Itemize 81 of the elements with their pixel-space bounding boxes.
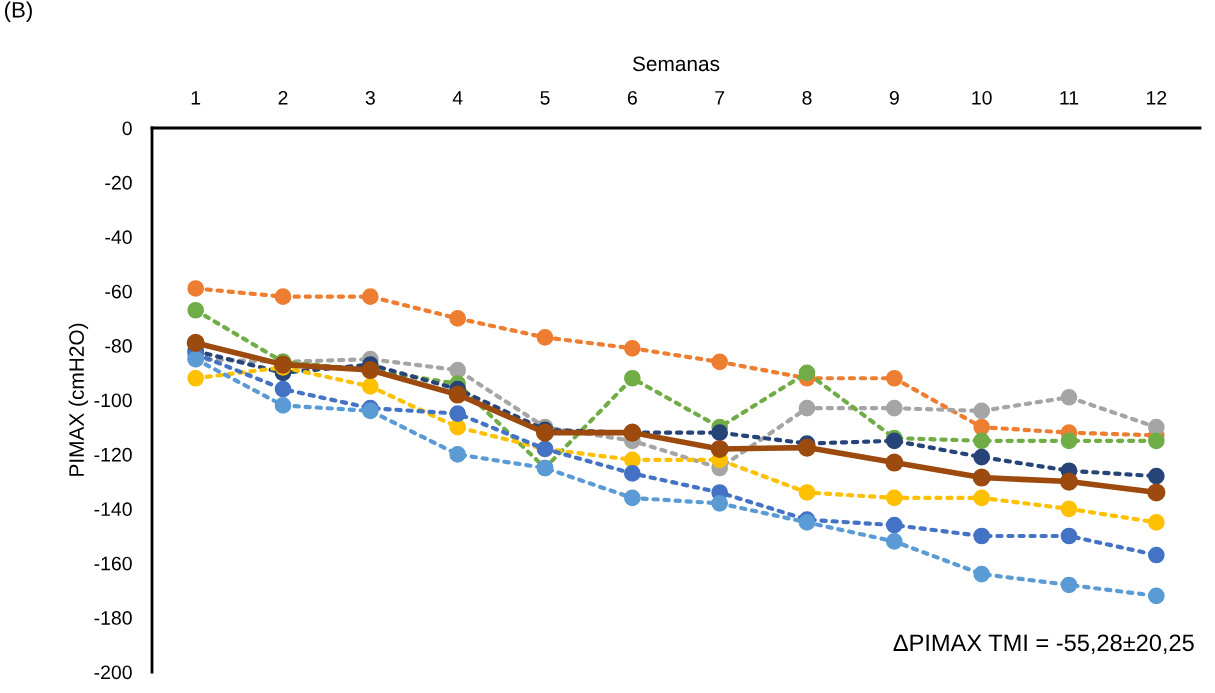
- point: [885, 399, 903, 417]
- x-tick-label: 9: [889, 90, 899, 105]
- point: [449, 446, 467, 463]
- point: [797, 438, 817, 457]
- y-tick-label: -120: [94, 447, 132, 462]
- x-tick-label: 2: [278, 90, 288, 105]
- point: [1147, 514, 1165, 531]
- y-tick-label: -160: [94, 556, 132, 571]
- point: [449, 310, 467, 327]
- y-tick-label: -40: [105, 230, 132, 245]
- point: [448, 385, 467, 404]
- point: [1060, 388, 1078, 406]
- point: [1060, 432, 1078, 450]
- point: [274, 397, 292, 414]
- point: [711, 424, 729, 441]
- point: [885, 453, 904, 472]
- point: [361, 288, 379, 305]
- point: [885, 533, 903, 550]
- point: [710, 439, 729, 458]
- point: [973, 448, 991, 466]
- x-tick-label: 12: [1147, 90, 1167, 105]
- point: [1147, 483, 1166, 502]
- x-tick-label: 11: [1060, 91, 1079, 105]
- point: [973, 527, 991, 545]
- y-tick-label: 0: [122, 121, 132, 136]
- point: [187, 301, 205, 319]
- point: [1060, 500, 1078, 518]
- point: [274, 288, 292, 305]
- point: [1147, 587, 1165, 605]
- y-tick-label: -200: [94, 665, 132, 680]
- point: [973, 432, 991, 450]
- point: [1060, 527, 1078, 545]
- point: [186, 333, 205, 352]
- y-tick-label: -80: [105, 339, 132, 353]
- x-tick-label: 8: [802, 90, 812, 105]
- x-axis-title: Semanas: [632, 56, 720, 72]
- annotation: ΔPIMAX TMI = -55,28±20,25: [893, 634, 1194, 654]
- point: [711, 353, 729, 371]
- point: [973, 565, 991, 583]
- point: [623, 339, 641, 357]
- point: [1147, 546, 1165, 564]
- point: [187, 280, 205, 297]
- text: (B): [5, 1, 32, 23]
- point: [972, 468, 991, 487]
- y-axis-title: PIMAX (cmH2O): [68, 323, 89, 476]
- point: [798, 484, 816, 501]
- point: [623, 369, 641, 387]
- x-tick-label: 5: [540, 91, 550, 105]
- point: [885, 516, 903, 534]
- x-tick-label: 4: [452, 91, 463, 105]
- x-tick-label: 3: [365, 90, 375, 105]
- point: [1147, 418, 1165, 436]
- point: [536, 329, 554, 346]
- point: [1147, 432, 1165, 450]
- point: [449, 361, 467, 379]
- x-tick-label: 7: [715, 91, 725, 105]
- point: [798, 364, 816, 382]
- y-tick-label: -100: [94, 393, 132, 408]
- point: [798, 399, 816, 417]
- y-tick-label: -180: [94, 611, 132, 625]
- point: [973, 402, 991, 420]
- y-tick-label: -140: [94, 502, 132, 517]
- x-tick-label: 10: [972, 90, 992, 105]
- point: [187, 369, 205, 387]
- y-tick-label: -60: [105, 284, 132, 299]
- point: [449, 405, 467, 422]
- x-tick-label: 6: [627, 90, 637, 105]
- point: [973, 489, 991, 507]
- point: [623, 489, 641, 507]
- point: [973, 418, 991, 436]
- point: [361, 378, 379, 395]
- point: [1059, 472, 1079, 491]
- x-tick-label: 1: [191, 91, 201, 105]
- point: [885, 489, 903, 507]
- y-tick-label: -20: [105, 175, 132, 190]
- point: [1060, 576, 1078, 594]
- point: [885, 369, 903, 387]
- point: [623, 465, 641, 482]
- point: [711, 495, 729, 512]
- point: [1147, 467, 1165, 485]
- point: [274, 380, 292, 398]
